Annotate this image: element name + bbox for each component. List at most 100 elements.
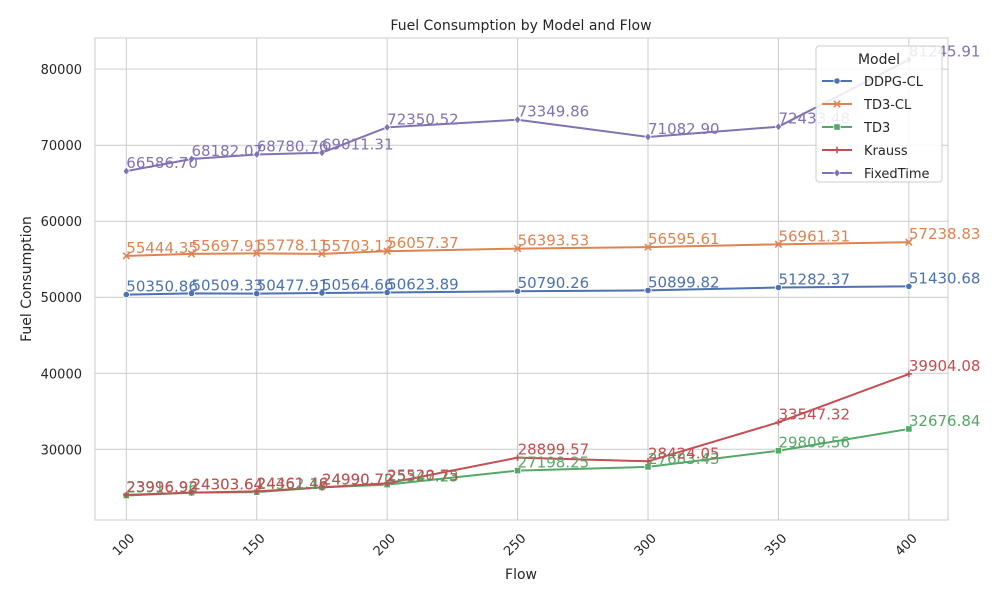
legend-label: TD3-CL xyxy=(863,98,912,113)
data-label-krauss: 24303.64 xyxy=(192,476,264,494)
data-point-fixedtime xyxy=(187,154,196,164)
data-point-fixedtime xyxy=(383,122,391,132)
data-label-td3-cl: 56961.31 xyxy=(778,227,850,245)
y-tick-label: 60000 xyxy=(41,215,82,230)
legend-entry-ddpg-cl: DDPG-CL xyxy=(822,75,924,90)
data-label-fixedtime: 71082.90 xyxy=(648,120,720,138)
y-tick-label: 50000 xyxy=(41,291,82,306)
data-point-krauss xyxy=(383,480,391,487)
data-point-td3 xyxy=(774,447,783,455)
data-point-ddpg-cl xyxy=(122,290,130,299)
data-label-fixedtime: 68780.76 xyxy=(257,137,329,155)
legend-entry-td3-cl: TD3-CL xyxy=(822,98,912,113)
legend-entry-td3: TD3 xyxy=(822,121,890,136)
legend-marker-krauss xyxy=(833,146,841,154)
data-label-td3-cl: 55703.12 xyxy=(322,237,394,255)
data-point-ddpg-cl xyxy=(644,286,652,295)
legend-marker-fixedtime xyxy=(833,168,841,178)
data-point-td3-cl xyxy=(383,247,391,255)
data-point-fixedtime xyxy=(253,149,261,159)
data-point-krauss xyxy=(318,484,326,491)
data-point-td3-cl xyxy=(252,249,261,258)
y-axis-label: Fuel Consumption xyxy=(19,216,35,342)
legend-title: Model xyxy=(858,52,900,68)
data-label-krauss: 25520.75 xyxy=(387,466,459,484)
data-label-td3-cl: 57238.83 xyxy=(909,225,981,243)
y-tick-label: 40000 xyxy=(41,367,82,382)
data-label-ddpg-cl: 50477.91 xyxy=(257,277,329,295)
series-ddpg-cl xyxy=(122,282,913,299)
data-label-ddpg-cl: 50509.33 xyxy=(192,276,264,294)
series-krauss xyxy=(123,370,913,499)
data-point-td3 xyxy=(513,466,522,475)
data-point-td3-cl xyxy=(513,244,522,253)
legend-label: Krauss xyxy=(864,144,908,159)
data-label-krauss: 28424.05 xyxy=(648,444,720,462)
data-label-fixedtime: 69011.31 xyxy=(322,136,394,154)
y-tick-label: 70000 xyxy=(41,139,82,154)
data-label-fixedtime: 68182.07 xyxy=(192,142,264,160)
legend-label: TD3 xyxy=(863,121,890,136)
data-label-td3-cl: 56057.37 xyxy=(387,234,459,252)
data-label-td3: 24303.64 xyxy=(192,476,264,494)
data-point-krauss xyxy=(905,370,913,378)
plot-frame xyxy=(94,37,949,521)
data-point-ddpg-cl xyxy=(774,283,783,292)
grid xyxy=(95,38,948,520)
legend-entry-fixedtime: FixedTime xyxy=(822,167,930,182)
data-point-ddpg-cl xyxy=(513,287,522,295)
data-point-fixedtime xyxy=(644,132,652,142)
data-label-td3: 24362.18 xyxy=(257,475,329,493)
data-label-ddpg-cl: 51282.37 xyxy=(778,270,850,288)
data-point-fixedtime xyxy=(774,122,783,132)
data-label-ddpg-cl: 50623.89 xyxy=(387,276,459,294)
y-tick-label: 30000 xyxy=(41,443,82,458)
data-label-td3-cl: 55697.91 xyxy=(192,237,264,255)
data-label-krauss: 24461.46 xyxy=(257,474,329,492)
legend-label: DDPG-CL xyxy=(864,75,924,90)
data-label-td3: 25347.23 xyxy=(387,468,459,486)
x-axis-label: Flow xyxy=(505,567,537,583)
data-label-krauss: 28899.57 xyxy=(518,441,590,459)
data-point-fixedtime xyxy=(514,115,522,125)
data-label-td3: 23916.96 xyxy=(126,479,198,497)
legend-marker-td3 xyxy=(833,123,841,131)
data-label-td3: 24990.70 xyxy=(322,470,394,488)
data-label-td3-cl: 55444.35 xyxy=(126,239,198,257)
data-label-krauss: 33547.32 xyxy=(778,405,850,423)
data-point-ddpg-cl xyxy=(187,289,196,297)
data-point-krauss xyxy=(123,491,130,499)
data-label-td3: 27198.25 xyxy=(518,454,590,472)
legend-label: FixedTime xyxy=(864,167,930,182)
data-label-ddpg-cl: 50899.82 xyxy=(648,273,720,291)
data-label-td3: 29809.56 xyxy=(778,434,850,452)
data-label-krauss: 39904.08 xyxy=(909,357,981,375)
data-point-krauss xyxy=(253,488,260,495)
data-point-krauss xyxy=(775,419,782,426)
data-label-ddpg-cl: 51430.68 xyxy=(909,269,981,287)
series-td3-cl xyxy=(122,238,913,260)
y-tick-label: 80000 xyxy=(41,63,82,78)
data-labels: 50350.8650509.3350477.9150564.6650623.89… xyxy=(126,43,980,497)
data-label-fixedtime: 73349.86 xyxy=(518,103,590,121)
data-point-td3-cl xyxy=(187,250,196,258)
legend-entry-krauss: Krauss xyxy=(822,144,908,159)
data-point-ddpg-cl xyxy=(253,290,261,298)
data-point-krauss xyxy=(188,489,195,496)
legend-marker-td3-cl xyxy=(833,100,841,108)
data-label-krauss: 23996.92 xyxy=(126,478,198,496)
data-point-td3 xyxy=(905,425,913,433)
data-label-fixedtime: 66586.70 xyxy=(126,154,198,172)
data-point-td3-cl xyxy=(318,250,326,258)
data-point-ddpg-cl xyxy=(318,289,326,297)
plot-area xyxy=(95,38,948,520)
data-label-ddpg-cl: 50564.66 xyxy=(322,276,394,294)
data-point-ddpg-cl xyxy=(383,288,391,297)
legend-marker-ddpg-cl xyxy=(833,77,841,85)
data-point-td3-cl xyxy=(774,240,783,249)
legend: Model DDPG-CL TD3-CL TD3 Krauss FixedTime xyxy=(815,45,943,183)
data-label-td3-cl: 56595.61 xyxy=(648,230,720,248)
data-point-fixedtime xyxy=(122,166,130,176)
data-label-td3-cl: 55778.11 xyxy=(257,236,329,254)
